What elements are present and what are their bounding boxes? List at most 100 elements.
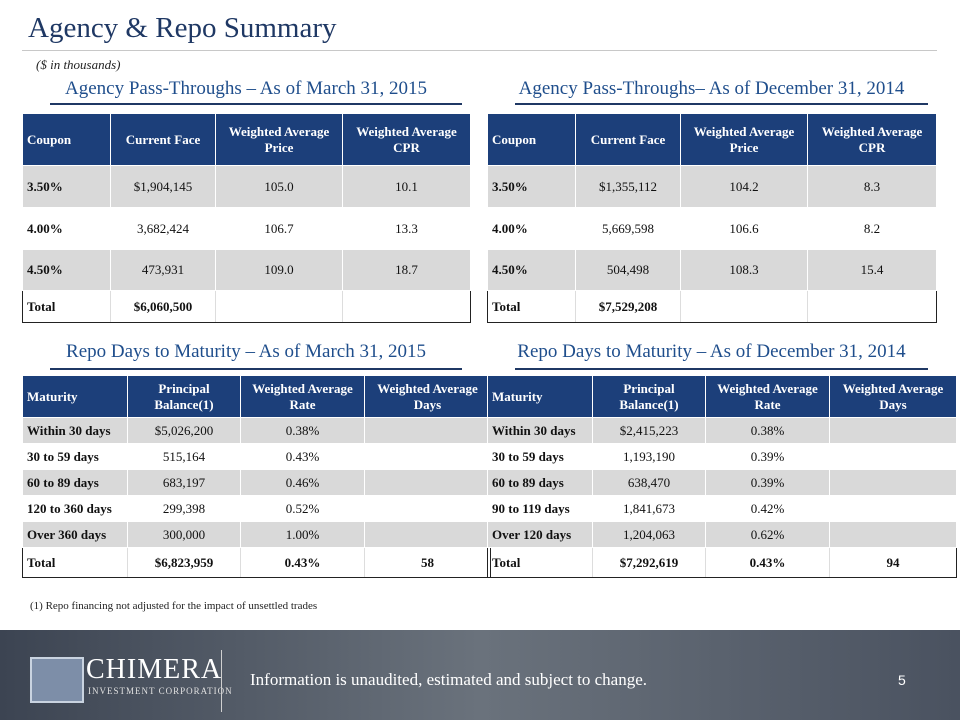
cell bbox=[829, 521, 957, 548]
column-header: Coupon bbox=[487, 113, 576, 166]
data-row: 30 to 59 days 515,164 0.43% bbox=[22, 443, 491, 470]
cell bbox=[829, 417, 957, 444]
cell: 0.52% bbox=[240, 495, 365, 522]
cell: 1.00% bbox=[240, 521, 365, 548]
data-row: Over 120 days 1,204,063 0.62% bbox=[487, 521, 957, 548]
cell bbox=[364, 469, 491, 496]
data-row: 60 to 89 days 683,197 0.46% bbox=[22, 469, 491, 496]
cell: 638,470 bbox=[592, 469, 706, 496]
total-row: Total $7,529,208 bbox=[487, 290, 937, 323]
data-table: Maturity Principal Balance(1) Weighted Ave… bbox=[487, 375, 957, 578]
cell bbox=[364, 521, 491, 548]
cell: $7,292,619 bbox=[592, 547, 706, 578]
cell: 300,000 bbox=[127, 521, 241, 548]
cell: $5,026,200 bbox=[127, 417, 241, 444]
cell: 105.0 bbox=[215, 165, 343, 208]
header-row: Coupon Current Face Weighted Average Price… bbox=[487, 113, 937, 166]
column-header: Weighted Average Price bbox=[680, 113, 808, 166]
cell: 106.6 bbox=[680, 207, 808, 250]
cell: Total bbox=[22, 547, 128, 578]
cell: 1,204,063 bbox=[592, 521, 706, 548]
data-row: 3.50% $1,355,112 104.2 8.3 bbox=[487, 165, 937, 208]
cell: 108.3 bbox=[680, 249, 808, 291]
logo-name: CHIMERA bbox=[86, 654, 223, 685]
logo-sub: INVESTMENT CORPORATION bbox=[88, 686, 233, 696]
cell: $1,904,145 bbox=[110, 165, 216, 208]
cell: 0.38% bbox=[240, 417, 365, 444]
data-row: 30 to 59 days 1,193,190 0.39% bbox=[487, 443, 957, 470]
cell: 299,398 bbox=[127, 495, 241, 522]
column-header: Weighted Average Rate bbox=[705, 375, 830, 418]
column-header: Current Face bbox=[110, 113, 216, 166]
subtitle: ($ in thousands) bbox=[36, 57, 121, 72]
header-row: Maturity Principal Balance(1) Weighted Ave… bbox=[487, 375, 957, 418]
cell: $2,415,223 bbox=[592, 417, 706, 444]
cell: 473,931 bbox=[110, 249, 216, 291]
cell: Total bbox=[22, 290, 111, 323]
cell: Total bbox=[487, 290, 576, 323]
column-header: Weighted Average Days bbox=[829, 375, 957, 418]
cell: $1,355,112 bbox=[575, 165, 681, 208]
cell: $6,823,959 bbox=[127, 547, 241, 578]
cell: 58 bbox=[364, 547, 491, 578]
cell bbox=[680, 290, 808, 323]
header-row: Maturity Principal Balance(1) Weighted Ave… bbox=[22, 375, 491, 418]
cell: 4.00% bbox=[22, 207, 111, 250]
cell: 3.50% bbox=[22, 165, 111, 208]
cell: $7,529,208 bbox=[575, 290, 681, 323]
cell bbox=[364, 417, 491, 444]
cell: Total bbox=[487, 547, 593, 578]
cell: 15.4 bbox=[807, 249, 937, 291]
cell bbox=[364, 495, 491, 522]
title: Agency & Repo Summary bbox=[28, 12, 337, 44]
column-header: Weighted Average CPR bbox=[342, 113, 471, 166]
disclaimer: Information is unaudited, estimated and … bbox=[250, 670, 648, 689]
page-number: 5 bbox=[898, 672, 906, 688]
cell: 1,193,190 bbox=[592, 443, 706, 470]
cell: 106.7 bbox=[215, 207, 343, 250]
data-table: Coupon Current Face Weighted Average Price… bbox=[22, 113, 471, 323]
cell: 0.39% bbox=[705, 469, 830, 496]
column-header: Weighted Average Days bbox=[364, 375, 491, 418]
data-row: Within 30 days $5,026,200 0.38% bbox=[22, 417, 491, 444]
title-rule bbox=[22, 50, 937, 51]
cell: Within 30 days bbox=[487, 417, 593, 444]
table-heading: Agency Pass-Throughs – As of March 31, 2… bbox=[64, 78, 427, 99]
divider bbox=[221, 650, 222, 712]
cell: 30 to 59 days bbox=[22, 443, 128, 470]
cell: Over 360 days bbox=[22, 521, 128, 548]
cell bbox=[215, 290, 343, 323]
heading-rule bbox=[50, 368, 462, 370]
data-row: 3.50% $1,904,145 105.0 10.1 bbox=[22, 165, 471, 208]
data-table: Maturity Principal Balance(1) Weighted Ave… bbox=[22, 375, 491, 578]
cell: 4.50% bbox=[22, 249, 111, 291]
column-header: Maturity bbox=[22, 375, 128, 418]
heading-rule bbox=[515, 368, 928, 370]
total-row: Total $6,823,959 0.43% 58 bbox=[22, 547, 491, 578]
data-row: 4.50% 504,498 108.3 15.4 bbox=[487, 249, 937, 291]
cell: 683,197 bbox=[127, 469, 241, 496]
cell: 90 to 119 days bbox=[487, 495, 593, 522]
cell: 1,841,673 bbox=[592, 495, 706, 522]
cell: 10.1 bbox=[342, 165, 471, 208]
cell: 4.00% bbox=[487, 207, 576, 250]
cell bbox=[342, 290, 471, 323]
cell bbox=[829, 495, 957, 522]
data-row: 4.00% 5,669,598 106.6 8.2 bbox=[487, 207, 937, 250]
cell bbox=[364, 443, 491, 470]
data-row: 4.50% 473,931 109.0 18.7 bbox=[22, 249, 471, 291]
cell: Over 120 days bbox=[487, 521, 593, 548]
cell: 0.43% bbox=[240, 547, 365, 578]
column-header: Principal Balance(1) bbox=[127, 375, 241, 418]
cell bbox=[829, 469, 957, 496]
data-row: Within 30 days $2,415,223 0.38% bbox=[487, 417, 957, 444]
cell bbox=[829, 443, 957, 470]
logo-icon bbox=[30, 657, 84, 703]
cell: 3,682,424 bbox=[110, 207, 216, 250]
cell: 0.39% bbox=[705, 443, 830, 470]
cell: 120 to 360 days bbox=[22, 495, 128, 522]
table-heading: Repo Days to Maturity – As of December 3… bbox=[517, 341, 906, 362]
column-header: Principal Balance(1) bbox=[592, 375, 706, 418]
cell: 60 to 89 days bbox=[487, 469, 593, 496]
